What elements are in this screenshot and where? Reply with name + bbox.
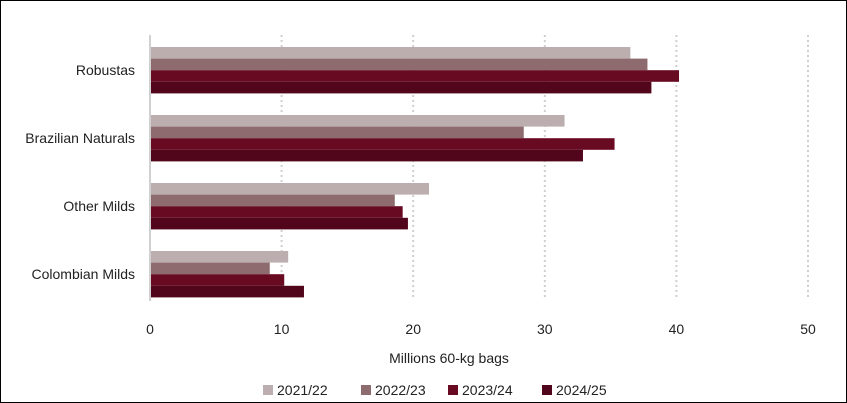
bar-2023-24 — [151, 274, 285, 286]
bar-2022-23 — [151, 194, 395, 207]
bar-2023-24 — [151, 70, 680, 82]
legend-label: 2022/23 — [375, 382, 426, 398]
bar-2024-25 — [151, 217, 408, 230]
bar-2024-25 — [151, 81, 652, 94]
x-tick-label: 0 — [146, 321, 154, 337]
bar-2024-25 — [151, 149, 583, 162]
legend-swatch — [542, 385, 552, 395]
legend-label: 2023/24 — [462, 382, 513, 398]
bar-2021-22 — [151, 115, 565, 127]
bar-2024-25 — [151, 285, 304, 298]
x-tick-label: 20 — [405, 321, 421, 337]
x-axis-title: Millions 60-kg bags — [389, 350, 509, 366]
category-label: Other Milds — [63, 198, 135, 214]
bar-2021-22 — [151, 183, 429, 195]
x-tick-label: 30 — [537, 321, 553, 337]
bar-2022-23 — [151, 58, 648, 71]
category-label: Colombian Milds — [32, 266, 135, 282]
legend-label: 2024/25 — [556, 382, 607, 398]
bar-2022-23 — [151, 126, 524, 139]
category-label: Robustas — [76, 62, 135, 78]
x-tick-label: 50 — [800, 321, 816, 337]
bar-2022-23 — [151, 262, 270, 275]
bar-2021-22 — [151, 251, 289, 263]
legend-swatch — [263, 385, 273, 395]
bar-2021-22 — [151, 47, 631, 59]
x-tick-label: 10 — [274, 321, 290, 337]
legend-label: 2021/22 — [277, 382, 328, 398]
category-label: Brazilian Naturals — [25, 130, 135, 146]
x-tick-label: 40 — [669, 321, 685, 337]
bar-2023-24 — [151, 138, 615, 150]
bar-2023-24 — [151, 206, 403, 218]
legend-swatch — [361, 385, 371, 395]
legend-swatch — [448, 385, 458, 395]
